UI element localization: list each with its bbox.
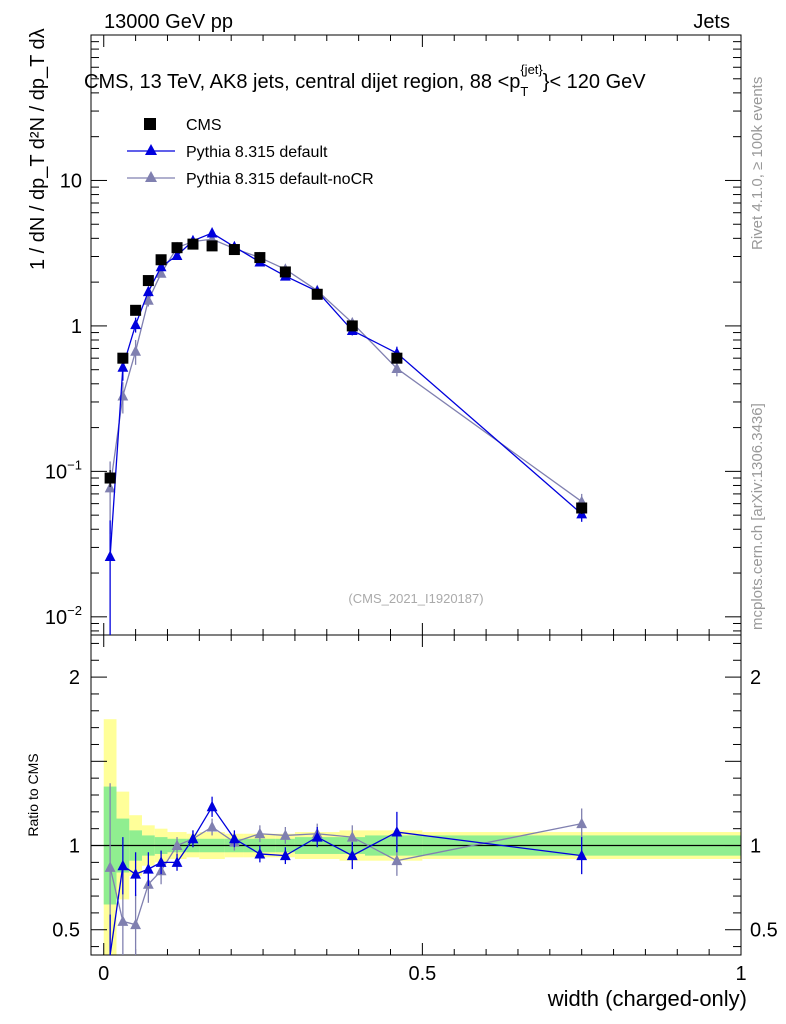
ratio-axis-label: Ratio to CMS xyxy=(25,753,41,836)
ratio-1-point-13 xyxy=(391,826,403,837)
ratio-1-point-11 xyxy=(311,831,323,842)
series-line-1 xyxy=(109,232,583,557)
ratio-2-point-0 xyxy=(104,861,116,872)
ratio-2-point-14 xyxy=(576,817,588,829)
legend-label-nocr: Pythia 8.315 default-noCR xyxy=(186,171,374,188)
axis-ticks xyxy=(91,35,742,955)
cms-point-10 xyxy=(279,266,291,278)
y-main-tick-label-3: 10 xyxy=(60,170,82,192)
legend: CMS Pythia 8.315 default Pythia 8.315 de… xyxy=(127,117,374,188)
ratio-1-point-3 xyxy=(142,863,154,874)
ratio-1-point-7 xyxy=(206,800,218,812)
ratio-line-1 xyxy=(109,805,582,956)
ratio-1-point-8 xyxy=(228,832,240,844)
legend-label-default: Pythia 8.315 default xyxy=(186,144,328,161)
legend-marker-default xyxy=(145,144,157,155)
title-sup: {jet} xyxy=(520,62,543,77)
cms-point-11 xyxy=(311,288,323,300)
y-ratio-tick-label-left-1: 1 xyxy=(69,836,80,858)
cms-point-12 xyxy=(346,320,358,332)
series-1-point-0 xyxy=(104,550,116,561)
series-1-point-5 xyxy=(171,249,183,260)
cms-point-3 xyxy=(142,275,154,287)
ratio-1-point-6 xyxy=(187,832,199,844)
series-2-point-2 xyxy=(130,345,142,356)
x-tick-label-1: 0.5 xyxy=(408,963,436,985)
ratio-1-point-1 xyxy=(117,859,129,871)
x-axis-label: width (charged-only) xyxy=(547,986,747,1011)
x-tick-label-0: 0 xyxy=(98,963,109,985)
ratio-uncertainty-bands xyxy=(91,719,741,955)
series-2-point-13 xyxy=(391,362,403,373)
cms-point-2 xyxy=(130,304,142,316)
cms-point-9 xyxy=(254,252,266,264)
ratio-2-point-12 xyxy=(346,831,358,842)
ratio-2-point-2 xyxy=(130,918,142,930)
y-axis-label-main: 1 / dN / dp_T d²N / dp_T dλ xyxy=(27,28,49,270)
series-1-point-7 xyxy=(206,227,218,238)
header-left: 13000 GeV pp xyxy=(104,11,233,33)
y-ratio-tick-label-right-0: 0.5 xyxy=(750,920,778,942)
ratio-1-point-2 xyxy=(130,868,142,879)
series-2-point-1 xyxy=(117,389,129,401)
ratio-2-point-5 xyxy=(171,839,183,851)
y-ratio-tick-label-left-0: 0.5 xyxy=(52,920,80,942)
series-1-point-2 xyxy=(130,318,142,330)
mcplots-text: mcplots.cern.ch [arXiv:1306.3436] xyxy=(749,403,766,630)
cms-point-8 xyxy=(228,244,240,256)
title-end: }< 120 GeV xyxy=(543,71,647,93)
ratio-1-point-5 xyxy=(171,856,183,867)
cms-point-5 xyxy=(171,242,183,254)
ratio-series-layer xyxy=(104,783,588,956)
y-main-tick-label-1: 10−1 xyxy=(45,457,82,483)
y-ratio-tick-label-right-2: 2 xyxy=(750,667,761,689)
y-main-tick-label-2: 1 xyxy=(71,316,82,338)
rivet-side-label: Rivet 4.1.0, ≥ 100k events xyxy=(749,77,766,250)
cms-point-7 xyxy=(206,240,218,252)
ratio-2-point-7 xyxy=(206,821,218,832)
ratio-1-point-10 xyxy=(279,849,291,861)
ratio-1-point-9 xyxy=(254,847,266,859)
legend-label-cms: CMS xyxy=(186,117,222,134)
cms-point-1 xyxy=(117,352,129,364)
y-axis-label-text: 1 / dN / dp_T d²N / dp_T dλ xyxy=(27,28,49,270)
series-1-point-3 xyxy=(142,285,154,297)
series-1-point-4 xyxy=(155,260,167,272)
ratio-1-point-4 xyxy=(155,856,167,867)
ratio-2-point-13 xyxy=(391,854,403,866)
chart-title: CMS, 13 TeV, AK8 jets, central dijet reg… xyxy=(84,62,646,99)
ratio-2-point-10 xyxy=(279,829,291,840)
legend-marker-nocr xyxy=(145,171,157,182)
cms-point-0 xyxy=(104,472,116,484)
cms-point-13 xyxy=(391,352,403,364)
series-2-point-0 xyxy=(104,481,116,493)
cms-point-6 xyxy=(187,238,199,250)
ratio-2-point-9 xyxy=(254,827,266,839)
rivet-text: Rivet 4.1.0, ≥ 100k events xyxy=(749,77,766,250)
ratio-1-point-12 xyxy=(346,849,358,861)
mcplots-side-label: mcplots.cern.ch [arXiv:1306.3436] xyxy=(749,403,766,630)
ratio-1-point-14 xyxy=(576,849,588,861)
series-line-2 xyxy=(109,238,583,503)
main-series-layer xyxy=(104,227,588,635)
cms-point-4 xyxy=(155,254,167,266)
legend-marker-cms xyxy=(144,118,156,130)
series-1-point-1 xyxy=(117,361,129,372)
analysis-watermark: (CMS_2021_I1920187) xyxy=(348,591,483,606)
y-main-tick-label-0: 10−2 xyxy=(45,603,82,629)
series-2-point-4 xyxy=(155,267,167,278)
header-right: Jets xyxy=(693,11,730,33)
series-2-point-3 xyxy=(142,294,154,305)
title-main: CMS, 13 TeV, AK8 jets, central dijet reg… xyxy=(84,71,520,93)
y-axis-label-ratio: Ratio to CMS xyxy=(25,753,41,836)
ratio-2-point-1 xyxy=(117,915,129,926)
ratio-plot-frame xyxy=(90,634,742,956)
title-sub: T xyxy=(520,84,528,99)
x-tick-label-2: 1 xyxy=(735,963,746,985)
y-ratio-tick-label-right-1: 1 xyxy=(750,836,761,858)
y-ratio-tick-label-left-2: 2 xyxy=(69,667,80,689)
cms-point-14 xyxy=(576,502,588,514)
